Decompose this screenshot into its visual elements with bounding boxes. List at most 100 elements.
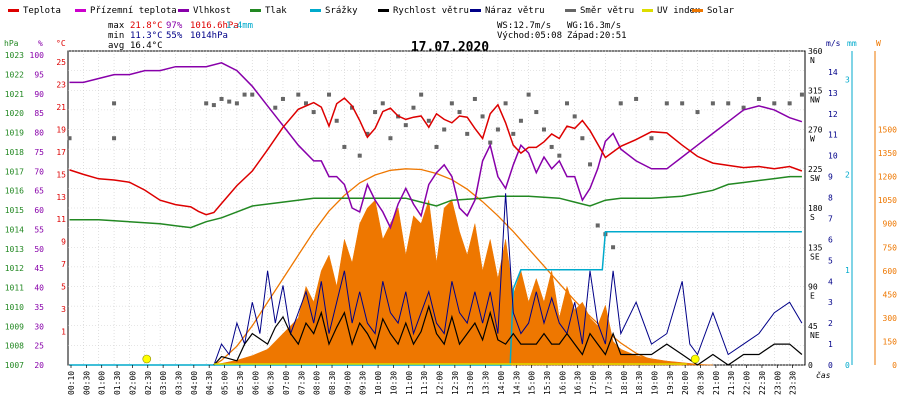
legend-label: UV index: [657, 6, 701, 16]
axis-tick-direction: 315: [808, 86, 823, 95]
series-wind-direction-point: [227, 99, 232, 104]
series-wind-direction-point: [557, 153, 562, 158]
axis-tick-ms: 7: [828, 215, 833, 224]
series-wind-direction-point: [503, 101, 508, 106]
axis-unit-temperature: °C: [56, 39, 66, 48]
axis-unit-mm: mm: [847, 39, 857, 48]
x-tick-label: 21:00: [712, 371, 721, 395]
series-wind-direction-point: [488, 140, 493, 145]
series-wind-direction-point: [695, 110, 700, 115]
axis-unit-percent: %: [38, 39, 43, 48]
axis-tick-ms: 4: [828, 277, 833, 286]
x-tick-label: 23:30: [789, 371, 798, 395]
x-tick-label: 07:30: [297, 371, 306, 395]
x-tick-label: 06:00: [251, 371, 260, 395]
series-wind-direction-point: [204, 101, 209, 106]
axis-tick-temperature: 21: [56, 103, 66, 112]
axis-tick-direction: 90: [808, 283, 818, 292]
x-tick-label: 14:00: [497, 371, 506, 395]
axis-tick-ms: 10: [828, 152, 838, 161]
axis-tick-percent: 100: [30, 51, 45, 60]
axis-tick-direction: 360: [808, 47, 823, 56]
series-wind-direction-point: [741, 105, 746, 110]
axis-tick-w: 900: [883, 220, 898, 229]
stats-max-press: 1016.6hPa: [190, 21, 239, 31]
axis-tick-temperature: 25: [56, 58, 66, 67]
axis-tick-percent: 30: [34, 322, 44, 331]
series-wind-direction-point: [67, 136, 72, 141]
series-wind-direction-point: [726, 101, 731, 106]
series-temperature-line: [69, 97, 803, 216]
series-wind-direction-point: [756, 96, 761, 101]
axis-tick-temperature: 3: [61, 305, 66, 314]
axis-tick-direction-label: NW: [810, 95, 820, 104]
x-tick-label: 20:00: [681, 371, 690, 395]
axis-tick-hpa: 1010: [5, 303, 24, 312]
legend-swatch: [310, 9, 321, 12]
series-wind-direction-point: [350, 105, 355, 110]
series-wind-direction-point: [419, 92, 424, 97]
axis-tick-direction: 135: [808, 243, 823, 252]
axis-tick-hpa: 1018: [5, 148, 24, 157]
axis-tick-hpa: 1021: [5, 90, 24, 99]
series-wind-direction-point: [357, 153, 362, 158]
series-wind-direction-point: [303, 101, 308, 106]
axis-tick-percent: 35: [34, 303, 44, 312]
axis-tick-ms: 1: [828, 340, 833, 349]
x-tick-label: 22:30: [758, 371, 767, 395]
axis-tick-temperature: 19: [56, 126, 66, 135]
axis-tick-w: 750: [883, 243, 898, 252]
x-tick-label: 14:30: [512, 371, 521, 395]
x-axis-label: čas: [816, 370, 831, 380]
stats-min-label: min: [108, 31, 124, 41]
legend-label: Solar: [707, 6, 735, 16]
axis-tick-percent: 70: [34, 167, 44, 176]
x-tick-label: 04:30: [205, 371, 214, 395]
axis-tick-temperature: 13: [56, 193, 66, 202]
axis-unit-w: W: [876, 39, 881, 48]
x-tick-label: 11:30: [420, 371, 429, 395]
series-wind-direction-point: [449, 101, 454, 106]
series-wind-direction-point: [799, 92, 804, 97]
series-wind-direction-point: [534, 110, 539, 115]
series-wind-direction-point: [380, 101, 385, 106]
axis-tick-temperature: 23: [56, 81, 66, 90]
x-tick-label: 03:30: [175, 371, 184, 395]
series-wind-direction-point: [273, 105, 278, 110]
axis-tick-direction-label: S: [810, 213, 815, 222]
axis-tick-ms: 11: [828, 131, 838, 140]
series-wind-direction-point: [595, 223, 600, 228]
legend-label: Přízemní teplota: [90, 6, 177, 16]
axis-tick-hpa: 1015: [5, 206, 24, 215]
series-wind-direction-point: [388, 136, 393, 141]
x-tick-label: 06:30: [267, 371, 276, 395]
axis-tick-direction-label: SE: [810, 252, 820, 261]
axis-tick-mm: 2: [845, 171, 850, 180]
series-wind-direction-point: [112, 101, 117, 106]
series-wind-direction-point: [465, 131, 470, 136]
legend-swatch: [565, 9, 576, 12]
axis-tick-percent: 95: [34, 70, 44, 79]
series-wind-direction-point: [580, 136, 585, 141]
stats-min-press: 1014hPa: [190, 31, 228, 41]
axis-tick-w: 1350: [878, 149, 897, 158]
axis-tick-hpa: 1017: [5, 167, 24, 176]
stats-max-temp: 21.8°C: [130, 21, 163, 31]
legend-swatch: [178, 9, 189, 12]
axis-tick-hpa: 1007: [5, 361, 24, 370]
legend-swatch: [8, 9, 19, 12]
wind-info-sunrise: Východ:05:08: [497, 31, 562, 41]
x-tick-label: 17:30: [604, 371, 613, 395]
series-wind-direction-point: [411, 105, 416, 110]
axis-tick-mm: 1: [845, 266, 850, 275]
series-wind-direction-point: [710, 101, 715, 106]
axis-tick-hpa: 1016: [5, 187, 24, 196]
series-wind-direction-point: [772, 101, 777, 106]
series-wind-direction-point: [434, 144, 439, 149]
axis-tick-hpa: 1023: [5, 51, 24, 60]
stats-max-rain: 1.4mm: [226, 21, 253, 31]
axis-tick-direction: 180: [808, 204, 823, 213]
series-wind-direction-point: [526, 92, 531, 97]
series-wind-direction-point: [618, 101, 623, 106]
